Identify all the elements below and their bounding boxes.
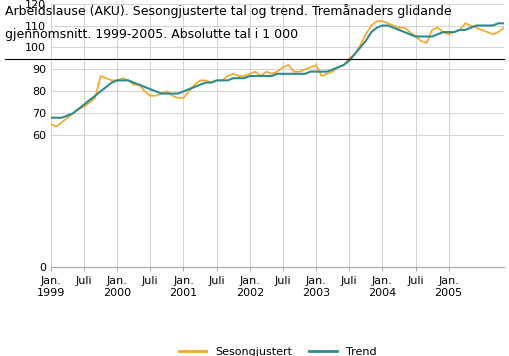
Text: gjennomsnitt. 1999-2005. Absolutte tal i 1 000: gjennomsnitt. 1999-2005. Absolutte tal i… (5, 28, 298, 42)
Legend: Sesongjustert, Trend: Sesongjustert, Trend (174, 343, 381, 356)
Text: Arbeidslause (AKU). Sesongjusterte tal og trend. Tremånaders glidande: Arbeidslause (AKU). Sesongjusterte tal o… (5, 4, 451, 17)
